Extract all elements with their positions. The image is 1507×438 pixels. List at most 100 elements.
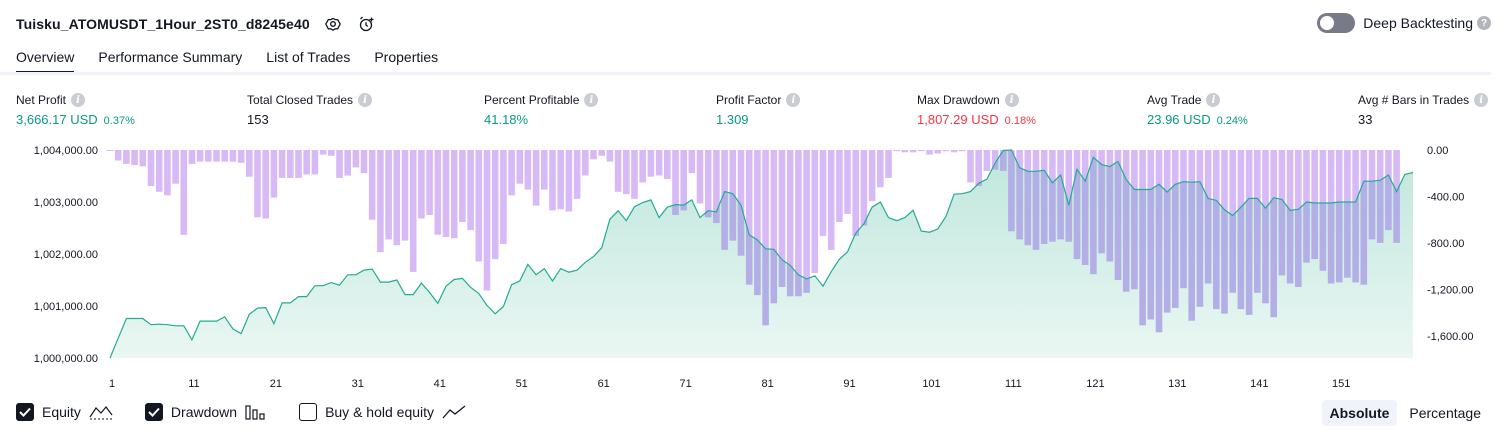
info-icon[interactable]: i xyxy=(358,93,373,107)
drawdown-bar-overlap xyxy=(1360,150,1368,285)
area-chart-icon xyxy=(89,404,113,420)
drawdown-bar xyxy=(114,150,122,161)
equity-drawdown-chart[interactable]: 1,004,000.00 1,003,000.00 1,002,000.00 1,00… xyxy=(0,140,1507,395)
drawdown-bar xyxy=(319,150,327,155)
drawdown-bar xyxy=(483,150,491,291)
info-icon[interactable]: i xyxy=(786,93,801,107)
legend-buy-hold-equity[interactable]: Buy & hold equity xyxy=(299,403,466,421)
drawdown-bar-overlap xyxy=(1049,150,1056,242)
drawdown-bar xyxy=(582,150,589,176)
absolute-button[interactable]: Absolute xyxy=(1321,400,1398,426)
drawdown-checkbox[interactable] xyxy=(144,403,163,421)
drawdown-bar xyxy=(246,150,253,177)
drawdown-bar xyxy=(344,150,351,176)
drawdown-bar xyxy=(639,150,646,183)
right-axis-tick: -1,600.00 xyxy=(1427,331,1473,343)
drawdown-bar-overlap xyxy=(1352,150,1359,283)
add-alert-icon[interactable] xyxy=(356,13,378,35)
buy-hold-label: Buy & hold equity xyxy=(325,404,435,420)
drawdown-bar xyxy=(811,150,819,274)
drawdown-bar-overlap xyxy=(1221,150,1228,314)
drawdown-bar-overlap xyxy=(1172,150,1179,308)
drawdown-bar xyxy=(418,150,425,219)
x-axis-tick: 51 xyxy=(516,378,528,390)
drawdown-bar-overlap xyxy=(1147,150,1155,320)
help-icon[interactable]: ? xyxy=(1477,16,1491,30)
drawdown-bar xyxy=(942,150,950,152)
tab-properties[interactable]: Properties xyxy=(374,49,439,65)
drawdown-bar xyxy=(196,150,204,162)
drawdown-bar xyxy=(885,150,892,178)
tab-overview[interactable]: Overview xyxy=(16,46,75,74)
legend-drawdown[interactable]: Drawdown xyxy=(144,403,267,421)
drawdown-bar xyxy=(278,150,286,178)
info-icon[interactable]: i xyxy=(584,93,599,107)
equity-checkbox[interactable] xyxy=(16,403,34,421)
drawdown-bar xyxy=(655,150,663,176)
drawdown-bar xyxy=(573,150,581,199)
tab-performance-summary[interactable]: Performance Summary xyxy=(98,49,243,65)
drawdown-bar xyxy=(745,150,753,285)
deep-backtesting: Deep Backtesting ? xyxy=(1317,13,1491,33)
drawdown-bar xyxy=(959,150,966,152)
x-axis-tick: 151 xyxy=(1332,378,1350,390)
drawdown-bar xyxy=(123,150,130,164)
drawdown-bar xyxy=(803,150,810,293)
drawdown-bar xyxy=(295,150,302,178)
drawdown-bar-overlap xyxy=(1057,150,1064,240)
drawdown-bar xyxy=(549,150,556,211)
drawdown-bar xyxy=(311,150,319,175)
drawdown-bar xyxy=(237,150,245,163)
drawdown-bar xyxy=(836,150,843,222)
drawdown-label: Drawdown xyxy=(170,404,238,420)
drawdown-bar xyxy=(1065,150,1073,242)
drawdown-bar xyxy=(262,150,269,219)
drawdown-bar xyxy=(778,150,786,287)
deep-backtesting-toggle[interactable] xyxy=(1317,13,1356,33)
drawdown-bar xyxy=(672,150,679,215)
drawdown-bar xyxy=(647,150,655,177)
drawdown-bar-overlap xyxy=(1213,150,1220,310)
metric-percent: 0.37% xyxy=(103,115,135,127)
legend-equity[interactable]: Equity xyxy=(16,403,113,421)
drawdown-bar xyxy=(401,150,409,241)
buy-hold-checkbox[interactable] xyxy=(299,403,318,421)
drawdown-bar-overlap xyxy=(1344,150,1351,278)
info-icon[interactable]: i xyxy=(1206,93,1221,107)
x-axis-tick: 141 xyxy=(1250,378,1268,390)
info-icon[interactable]: i xyxy=(71,93,86,107)
x-axis-tick: 41 xyxy=(434,378,446,390)
drawdown-bar-overlap xyxy=(1229,150,1236,293)
percentage-button[interactable]: Percentage xyxy=(1409,405,1481,421)
drawdown-bar xyxy=(606,150,614,162)
drawdown-bar xyxy=(565,150,573,212)
drawdown-bar-overlap xyxy=(1278,150,1286,276)
tab-list-of-trades[interactable]: List of Trades xyxy=(266,49,351,65)
drawdown-bar xyxy=(623,150,630,195)
drawdown-bar-overlap xyxy=(1311,150,1318,260)
drawdown-bar xyxy=(541,150,548,190)
metric-percent: 0.24% xyxy=(1216,115,1248,127)
chart-svg: 1,004,000.00 1,003,000.00 1,002,000.00 1,00… xyxy=(34,145,1474,390)
drawdown-bar-overlap xyxy=(1155,150,1163,333)
drawdown-bar xyxy=(139,150,147,167)
drawdown-bar xyxy=(377,150,384,253)
drawdown-bar xyxy=(188,150,196,164)
drawdown-bar-overlap xyxy=(1393,150,1400,243)
metric-total-closed-trades: Total Closed Trades i 153 xyxy=(247,93,373,127)
x-axis-tick: 81 xyxy=(761,378,773,390)
drawdown-bar-overlap xyxy=(1245,150,1253,315)
drawdown-bar xyxy=(950,150,958,153)
drawdown-bar-overlap xyxy=(729,150,737,241)
drawdown-bar xyxy=(614,150,622,192)
info-icon[interactable]: i xyxy=(1474,93,1489,107)
x-axis-tick: 91 xyxy=(843,378,855,390)
drawdown-bar-overlap xyxy=(1180,150,1187,289)
x-axis-tick: 31 xyxy=(352,378,364,390)
settings-icon[interactable] xyxy=(322,13,344,35)
drawdown-bar xyxy=(786,150,794,297)
info-icon[interactable]: i xyxy=(1004,93,1019,107)
drawdown-bar xyxy=(696,150,704,204)
drawdown-bar-overlap xyxy=(1196,150,1204,307)
drawdown-bar xyxy=(254,150,261,218)
